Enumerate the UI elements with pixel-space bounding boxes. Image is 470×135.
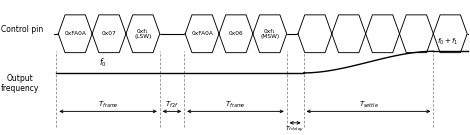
- Polygon shape: [126, 15, 160, 53]
- Text: 0x06: 0x06: [228, 31, 243, 36]
- Polygon shape: [332, 15, 366, 53]
- Text: Output
frequency: Output frequency: [1, 74, 39, 93]
- Text: $T_{f2f}$: $T_{f2f}$: [165, 99, 179, 110]
- Polygon shape: [92, 15, 126, 53]
- Polygon shape: [433, 15, 467, 53]
- Text: 0xFA0A: 0xFA0A: [64, 31, 86, 36]
- Polygon shape: [185, 15, 219, 53]
- Polygon shape: [219, 15, 253, 53]
- Text: $T_{frame}$: $T_{frame}$: [225, 99, 246, 110]
- Polygon shape: [298, 15, 332, 53]
- Polygon shape: [58, 15, 92, 53]
- Polygon shape: [366, 15, 400, 53]
- Text: $T_{frame}$: $T_{frame}$: [98, 99, 118, 110]
- Text: $T_{fdelay}$: $T_{fdelay}$: [285, 124, 305, 135]
- Polygon shape: [400, 15, 433, 53]
- Polygon shape: [253, 15, 287, 53]
- Text: 0xf₁
(LSW): 0xf₁ (LSW): [134, 28, 151, 39]
- Text: $f_0$: $f_0$: [100, 56, 107, 69]
- Text: $T_{settle}$: $T_{settle}$: [359, 99, 378, 110]
- Text: 0x07: 0x07: [102, 31, 117, 36]
- Text: 0xFA0A: 0xFA0A: [191, 31, 213, 36]
- Text: 0xf₁
(MSW): 0xf₁ (MSW): [260, 28, 279, 39]
- Text: Control pin: Control pin: [1, 25, 43, 34]
- Text: $f_0 + f_1$: $f_0 + f_1$: [437, 37, 458, 47]
